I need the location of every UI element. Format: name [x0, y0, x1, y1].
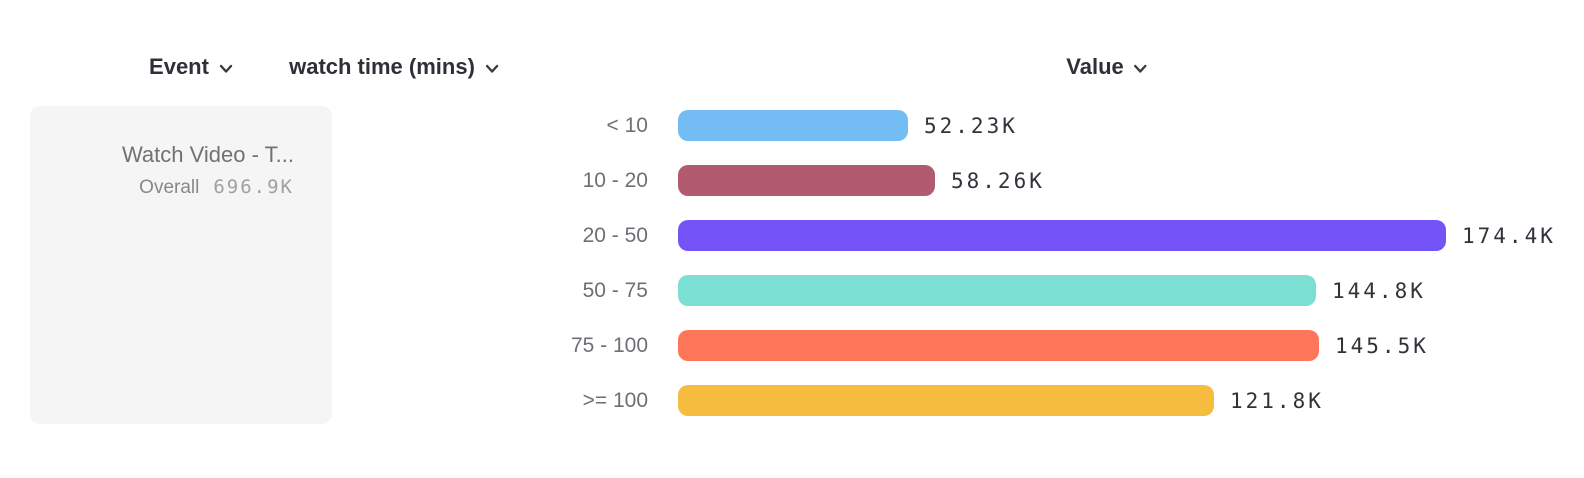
category-label: >= 100: [582, 389, 648, 412]
category-label: 75 - 100: [570, 334, 648, 357]
chart-row: < 10 52.23K: [0, 110, 1584, 141]
event-name: Watch Video - T...: [121, 142, 294, 167]
bar[interactable]: [678, 385, 1214, 416]
chart-row: 75 - 100 145.5K: [0, 330, 1584, 361]
breakdown-column-header[interactable]: watch time (mins): [289, 53, 499, 81]
chevron-down-icon: [219, 64, 233, 73]
bar[interactable]: [678, 165, 935, 196]
value-column-header[interactable]: Value: [1066, 53, 1147, 81]
value-label: 52.23K: [924, 114, 1018, 138]
chart-row: 20 - 50 174.4K: [0, 220, 1584, 251]
category-label: 10 - 20: [582, 169, 648, 192]
bar[interactable]: [678, 330, 1319, 361]
category-label: 20 - 50: [582, 224, 648, 247]
value-label: 174.4K: [1462, 224, 1556, 248]
bar[interactable]: [678, 110, 908, 141]
breakdown-column-label: watch time (mins): [289, 54, 475, 79]
chevron-down-icon: [1134, 64, 1147, 73]
value-label: 145.5K: [1335, 334, 1429, 358]
category-label: 50 - 75: [582, 279, 648, 302]
chart-row: >= 100 121.8K: [0, 385, 1584, 416]
event-column-header[interactable]: Event: [149, 53, 233, 81]
chart-row: 10 - 20 58.26K: [0, 165, 1584, 196]
event-column-label: Event: [149, 54, 209, 79]
overall-value: 696.9K: [213, 176, 294, 198]
value-label: 58.26K: [951, 169, 1045, 193]
event-legend-card[interactable]: Watch Video - T... Overall 696.9K: [30, 106, 332, 424]
value-label: 144.8K: [1332, 279, 1426, 303]
chevron-down-icon: [485, 64, 499, 73]
bar[interactable]: [678, 220, 1446, 251]
event-overall-row: Overall 696.9K: [30, 176, 294, 199]
value-label: 121.8K: [1230, 389, 1324, 413]
overall-label: Overall: [139, 177, 200, 198]
chart-row: 50 - 75 144.8K: [0, 275, 1584, 306]
bar[interactable]: [678, 275, 1316, 306]
category-label: < 10: [606, 114, 648, 137]
value-column-label: Value: [1066, 54, 1124, 79]
